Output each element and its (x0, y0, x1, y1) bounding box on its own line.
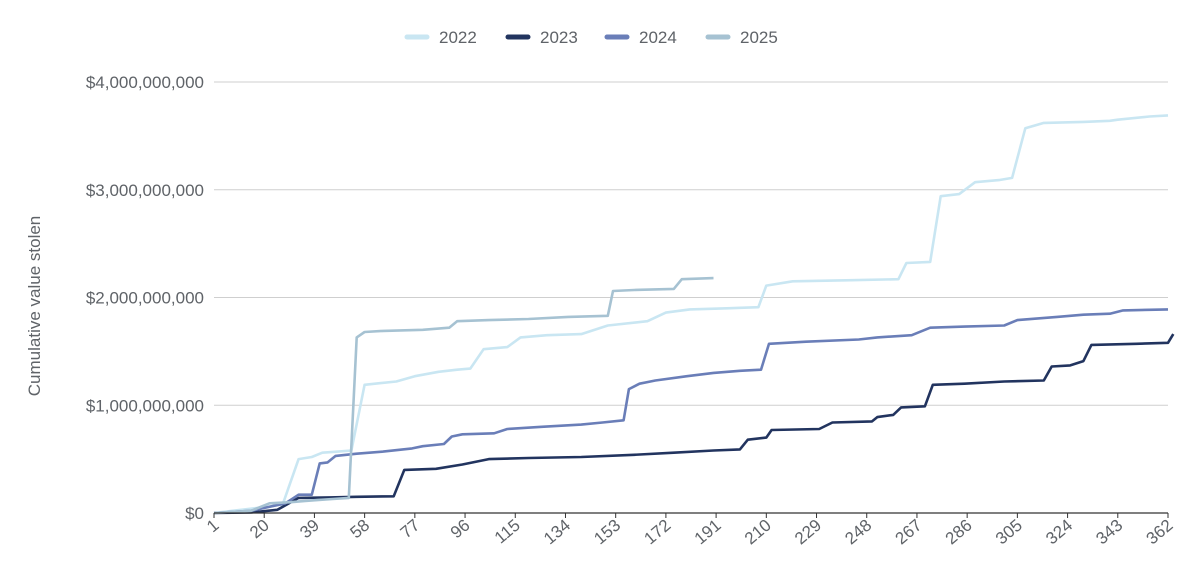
x-tick-label: 39 (296, 516, 323, 543)
y-axis-title: Cumulative value stolen (25, 216, 44, 396)
x-tick-label: 343 (1092, 516, 1126, 549)
y-tick-label: $4,000,000,000 (86, 73, 204, 92)
x-tick-label: 134 (540, 516, 574, 549)
x-tick-label: 229 (791, 516, 825, 549)
x-tick-label: 96 (447, 516, 474, 543)
y-tick-label: $2,000,000,000 (86, 289, 204, 308)
x-tick-label: 153 (590, 516, 624, 549)
series-lines (213, 114, 1175, 515)
x-tick-label: 20 (246, 516, 273, 543)
gridlines (214, 81, 1168, 406)
legend-label: 2025 (740, 28, 778, 47)
y-tick-label: $3,000,000,000 (86, 181, 204, 200)
x-tick-label: 324 (1042, 516, 1076, 549)
series-line-2022 (213, 114, 1169, 515)
x-tick-label: 362 (1143, 516, 1177, 549)
x-tick-label: 267 (892, 516, 926, 549)
legend-label: 2022 (439, 28, 477, 47)
x-tick-label: 286 (942, 516, 976, 549)
x-tick-label: 77 (397, 516, 424, 543)
legend-item-2023: 2023 (505, 28, 578, 47)
y-tick-label: $1,000,000,000 (86, 396, 204, 415)
legend-item-2024: 2024 (604, 28, 677, 47)
legend: 2022 2023 2024 2025 (404, 28, 778, 47)
x-tick-label: 248 (841, 516, 875, 549)
legend-item-2022: 2022 (404, 28, 477, 47)
y-axis: $0 $1,000,000,000 $2,000,000,000 $3,000,000… (86, 73, 204, 523)
x-tick-label: 191 (691, 516, 725, 549)
series-line-2024 (213, 308, 1169, 515)
x-tick-label: 305 (992, 516, 1026, 549)
x-tick-label: 172 (641, 516, 675, 549)
x-axis: 1 20 39 58 77 96 115 134 153 172 191 210 229 248 267 28… (203, 512, 1177, 549)
y-tick-label: $0 (185, 504, 204, 523)
x-tick-label: 58 (346, 516, 373, 543)
x-tick-label: 1 (203, 516, 222, 537)
legend-label: 2023 (540, 28, 578, 47)
legend-item-2025: 2025 (705, 28, 778, 47)
legend-label: 2024 (639, 28, 677, 47)
x-tick-label: 115 (491, 516, 524, 548)
series-line-2025 (213, 276, 714, 515)
x-tick-label: 210 (741, 516, 775, 549)
series-line-2023 (213, 333, 1175, 515)
